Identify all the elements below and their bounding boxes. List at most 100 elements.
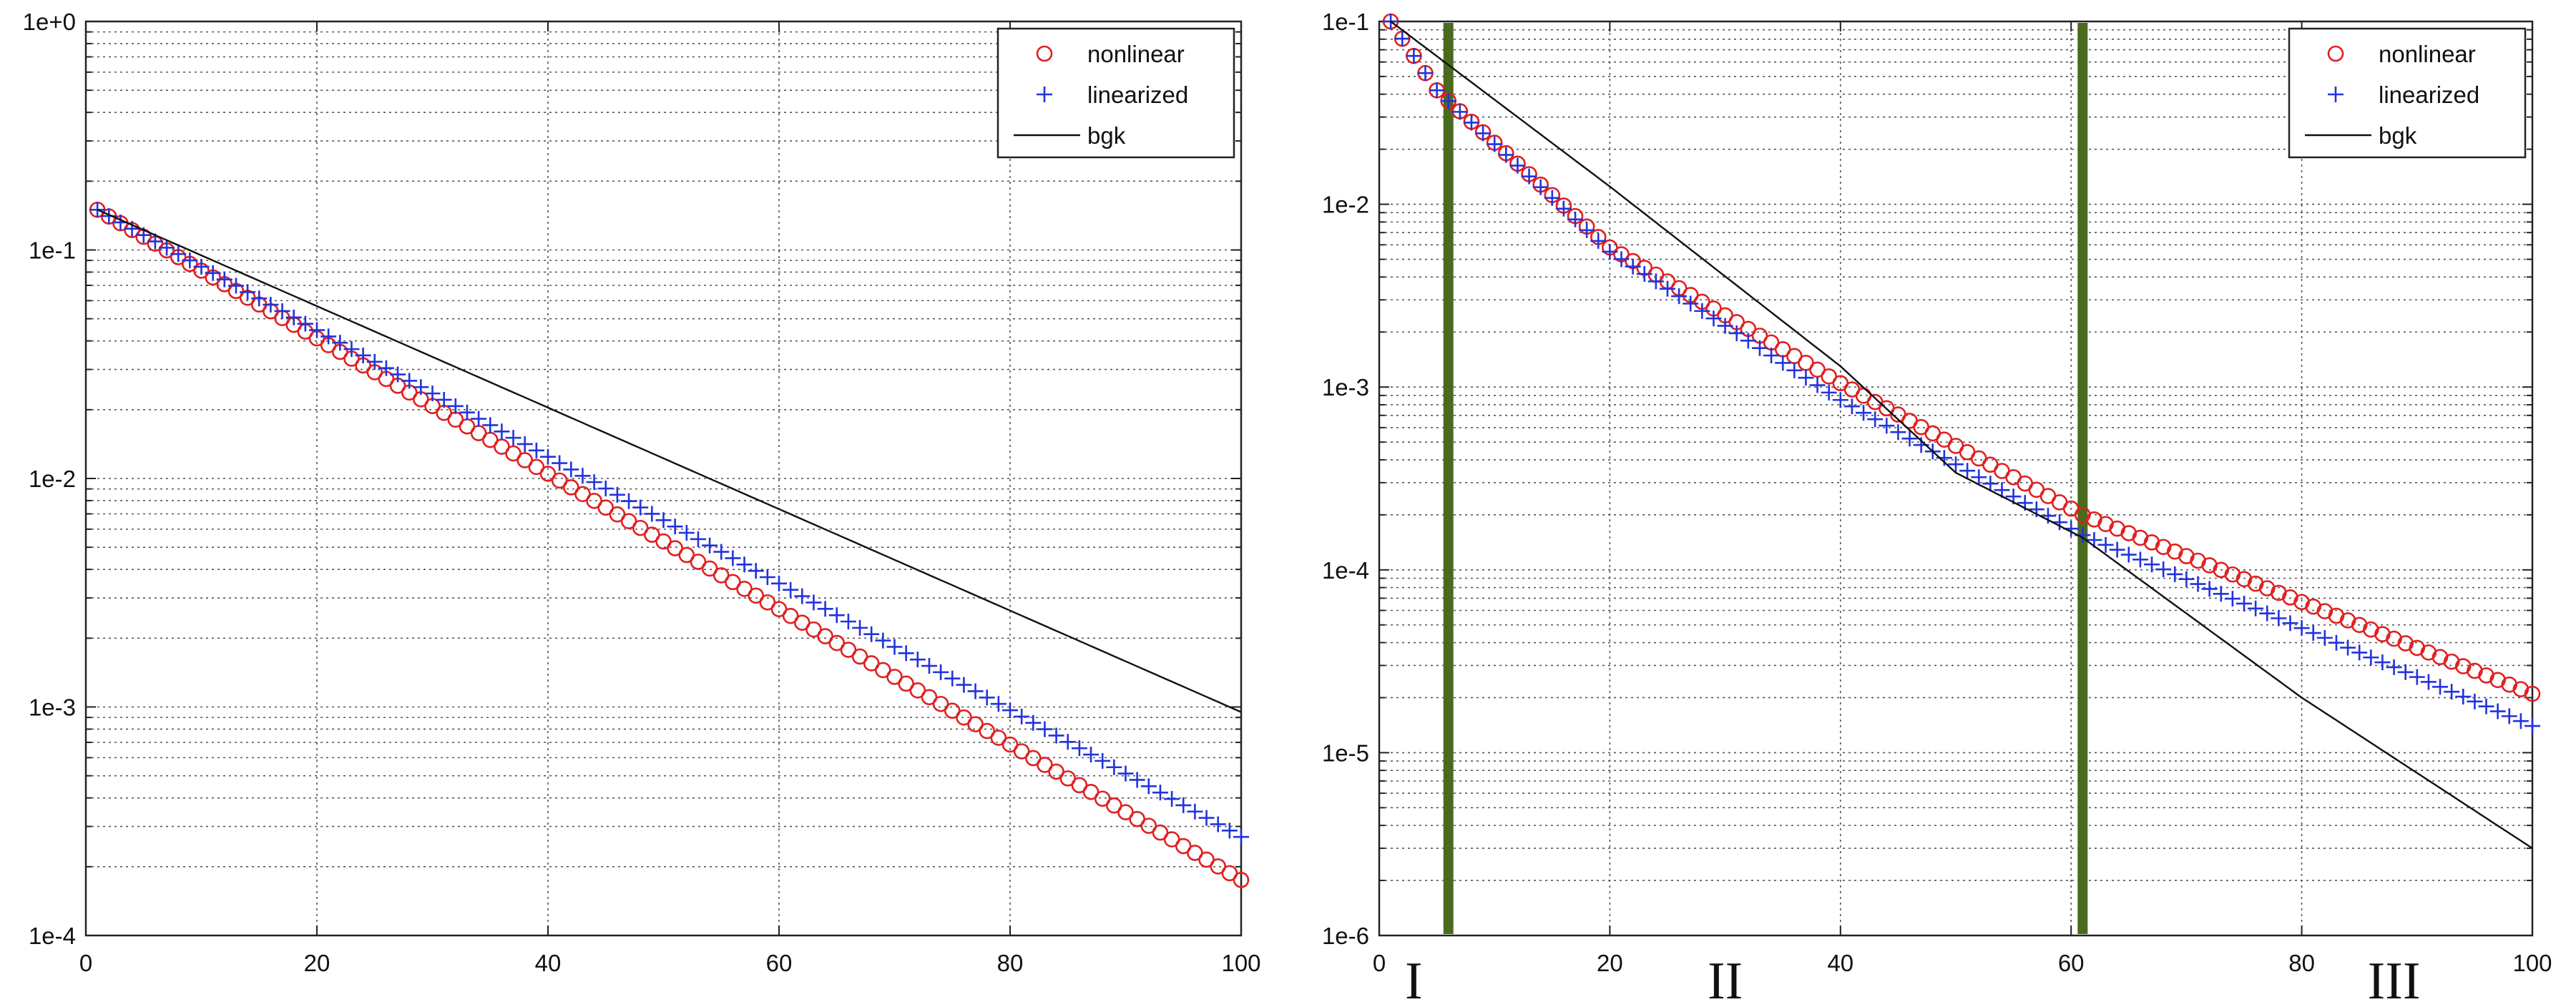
data-point-linearized <box>482 417 499 433</box>
data-point-linearized <box>1959 463 1976 479</box>
data-point-linearized <box>1728 325 1745 341</box>
series-linearized <box>1383 14 2540 735</box>
data-point-linearized <box>2363 649 2379 666</box>
data-point-linearized <box>1602 243 1618 260</box>
data-point-linearized <box>840 614 856 630</box>
data-point-linearized <box>817 601 833 617</box>
data-point-linearized <box>413 379 429 396</box>
y-tick-label: 1e-3 <box>1322 374 1369 401</box>
data-point-linearized <box>1014 708 1030 724</box>
data-point-linearized <box>702 537 718 554</box>
data-point-linearized <box>1140 778 1157 795</box>
data-point-linearized <box>2444 684 2460 700</box>
data-point-linearized <box>2374 654 2391 671</box>
data-point-linearized <box>2305 625 2321 642</box>
data-point-linearized <box>401 373 418 389</box>
data-point-linearized <box>1429 82 1445 99</box>
phase-boundary-line <box>1443 23 1454 934</box>
data-point-linearized <box>1740 333 1756 349</box>
data-point-nonlinear <box>1233 872 1250 888</box>
data-point-linearized <box>436 391 452 408</box>
grid <box>1379 21 2532 935</box>
data-point-linearized <box>2478 698 2494 714</box>
data-point-linearized <box>182 252 198 269</box>
data-point-linearized <box>1948 456 1964 473</box>
data-point-linearized <box>2524 718 2540 735</box>
x-tick-label: 60 <box>766 950 793 976</box>
data-point-linearized <box>1832 392 1848 408</box>
data-point-linearized <box>609 486 625 503</box>
data-point-linearized <box>1002 702 1018 719</box>
data-point-linearized <box>1555 200 1572 217</box>
data-point-linearized <box>1660 280 1675 297</box>
data-point-linearized <box>1821 384 1837 401</box>
x-tick-label: 80 <box>997 950 1024 976</box>
data-point-linearized <box>1683 295 1699 312</box>
region-label: I <box>1405 952 1423 1007</box>
data-point-linearized <box>552 455 568 471</box>
data-point-linearized <box>713 544 730 560</box>
data-point-linearized <box>771 575 787 591</box>
legend-label-nonlinear: nonlinear <box>1087 41 1185 67</box>
data-point-linearized <box>1094 752 1111 769</box>
data-point-linearized <box>886 639 903 655</box>
data-point-linearized <box>921 658 937 674</box>
data-point-linearized <box>2201 581 2218 597</box>
legend: nonlinear linearized bgk <box>996 27 1235 159</box>
plot-frame <box>1378 20 2534 937</box>
data-point-linearized <box>1717 318 1733 334</box>
data-point-linearized <box>621 493 637 509</box>
y-tick-label: 1e-4 <box>29 923 76 949</box>
data-point-linearized <box>574 468 591 484</box>
data-point-linearized <box>366 353 383 370</box>
data-point-linearized <box>1210 816 1226 832</box>
y-tick-label: 1e+0 <box>23 9 76 35</box>
data-point-linearized <box>1971 469 1987 486</box>
region-label: III <box>2368 952 2421 1007</box>
y-tick-label: 1e-2 <box>1322 192 1369 218</box>
data-point-linearized <box>2316 629 2333 646</box>
data-point-linearized <box>1590 232 1607 249</box>
ticks <box>85 21 1242 936</box>
data-point-linearized <box>563 461 579 478</box>
legend-label-bgk: bgk <box>1087 122 1126 149</box>
data-point-linearized <box>933 664 949 680</box>
data-point-linearized <box>1475 125 1492 142</box>
data-point-linearized <box>1843 398 1860 415</box>
chart-panel-right: 1e-6 1e-5 1e-4 1e-3 1e-2 1e-1 0 20 40 60 80 100 nonl… <box>1322 9 2552 1007</box>
legend-marker-linearized <box>2328 87 2344 102</box>
data-point-linearized <box>794 588 810 604</box>
data-point-linearized <box>216 271 232 288</box>
data-point-linearized <box>251 290 268 307</box>
series-line-bgk <box>1390 21 2533 850</box>
data-point-linearized <box>2109 541 2125 558</box>
y-tick-label: 1e-1 <box>29 237 76 264</box>
data-point-linearized <box>2248 600 2264 617</box>
data-point-linearized <box>2190 576 2206 592</box>
data-point-linearized <box>2409 669 2425 685</box>
x-tick-label: 40 <box>1827 950 1853 976</box>
data-point-linearized <box>193 258 210 275</box>
phase-boundary-line <box>2077 23 2088 934</box>
data-point-linearized <box>1867 411 1884 428</box>
data-point-linearized <box>2467 693 2483 709</box>
data-point-linearized <box>1440 93 1456 109</box>
data-point-linearized <box>678 524 695 541</box>
data-point-linearized <box>1705 310 1722 327</box>
data-point-linearized <box>2097 536 2114 553</box>
data-point-linearized <box>805 594 822 611</box>
data-point-linearized <box>471 411 487 427</box>
data-point-linearized <box>1763 348 1780 364</box>
x-tick-label: 0 <box>79 950 92 976</box>
data-point-linearized <box>1233 829 1249 845</box>
data-point-linearized <box>1048 727 1064 744</box>
data-point-linearized <box>2397 664 2414 680</box>
data-point-linearized <box>424 385 441 402</box>
data-point-linearized <box>459 404 475 421</box>
y-tick-label: 1e-2 <box>29 466 76 492</box>
legend-label-nonlinear: nonlinear <box>2379 41 2476 67</box>
data-point-linearized <box>2501 708 2517 724</box>
data-point-linearized <box>1647 273 1664 290</box>
data-point-linearized <box>378 360 394 376</box>
data-point-linearized <box>979 689 995 706</box>
